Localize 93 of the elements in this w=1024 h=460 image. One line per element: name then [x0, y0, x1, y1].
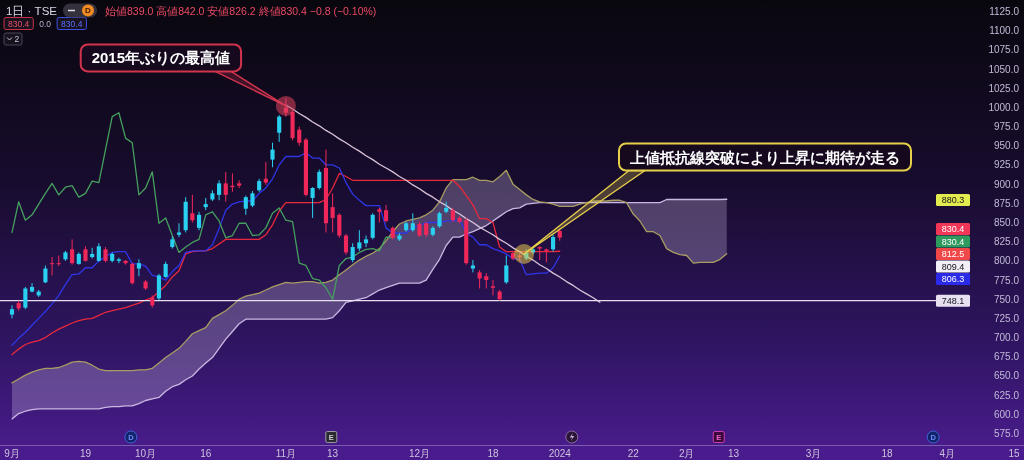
annotation: D: [85, 6, 92, 15]
candlestick: [504, 254, 509, 285]
y-tick-label: 925.0: [993, 159, 1020, 171]
candlestick: [270, 142, 275, 168]
x-tick-label: 10月: [135, 447, 157, 459]
candlestick: [237, 179, 242, 189]
x-tick-label: 3月: [805, 447, 822, 459]
candlestick: [243, 195, 248, 216]
x-tick-label: 13: [327, 447, 339, 459]
y-tick-label: 800.0: [993, 255, 1020, 267]
candlestick: [337, 212, 342, 239]
candlestick: [277, 114, 282, 143]
candlestick: [96, 242, 101, 263]
y-tick-label: 675.0: [993, 351, 1020, 363]
annotation: 2: [14, 34, 20, 44]
candlestick: [297, 126, 302, 147]
x-tick-label: 19: [79, 447, 92, 459]
y-tick-label: 700.0: [993, 332, 1020, 344]
y-tick-label: 600.0: [993, 408, 1020, 420]
annotation: 830.4: [8, 18, 30, 29]
candlestick: [190, 194, 195, 223]
candlestick: [263, 161, 268, 186]
candlestick: [23, 286, 28, 310]
x-tick-label: 9月: [4, 447, 20, 459]
annotation: 2015年ぶりの最高値: [91, 49, 231, 67]
y-tick-label: 1100.0: [989, 25, 1020, 37]
candlestick: [283, 97, 288, 118]
candlestick: [196, 211, 202, 231]
candlestick: [490, 279, 496, 296]
y-tick-label: 775.0: [993, 274, 1020, 286]
candlestick: [317, 169, 322, 191]
annotation: 880.3: [941, 195, 965, 205]
candlestick: [477, 269, 482, 289]
candlestick: [470, 259, 475, 273]
x-tick-label: 15: [1008, 447, 1020, 459]
x-tick-label: 13: [727, 447, 740, 459]
annotation: 上値抵抗線突破により上昇に期待が走る: [629, 148, 900, 166]
candlestick: [130, 261, 135, 286]
y-tick-label: 975.0: [993, 121, 1020, 133]
y-tick-label: 1025.0: [988, 82, 1020, 94]
annotation: 830.4: [61, 18, 83, 29]
candlestick: [9, 304, 15, 319]
candlestick: [350, 242, 355, 263]
candlestick: [410, 212, 415, 233]
candlestick: [136, 258, 141, 277]
x-tick-label: 22: [627, 447, 640, 459]
candlestick: [223, 171, 228, 203]
y-tick-label: 725.0: [993, 312, 1020, 324]
x-tick-label: 2024: [548, 447, 572, 459]
annotation: 806.3: [941, 274, 965, 284]
annotation: 830.4: [941, 236, 965, 247]
x-tick-label: 12月: [408, 447, 431, 459]
y-tick-label: 575.0: [993, 427, 1020, 439]
candlestick: [70, 238, 75, 266]
candlestick: [116, 257, 121, 264]
candlestick: [363, 235, 369, 248]
x-tick-label: 18: [487, 447, 499, 459]
candlestick: [343, 233, 349, 256]
candlestick: [357, 229, 362, 252]
x-tick-label: 11月: [275, 447, 297, 459]
annotation: 830.4: [941, 224, 965, 234]
ref-line-label: 748.1: [941, 295, 965, 306]
chart-title: 1日 · TSE: [6, 4, 58, 17]
candlestick: [310, 186, 315, 219]
x-tick-label: 16: [200, 447, 212, 459]
candlestick: [56, 254, 61, 267]
annotation: 809.4: [941, 261, 965, 272]
candlestick: [530, 246, 536, 255]
y-tick-label: 1000.0: [988, 101, 1020, 113]
annotation: 812.5: [941, 249, 965, 259]
text: 始値839.0 高値842.0 安値826.2 終値830.4 −0.8 (−0.10%): [104, 4, 377, 17]
y-tick-label: 1125.0: [989, 6, 1020, 18]
candlestick: [330, 192, 335, 233]
x-tick-label: 18: [881, 447, 894, 459]
candlestick: [370, 212, 375, 240]
y-tick-label: 1050.0: [988, 63, 1020, 75]
y-tick-label: 950.0: [993, 140, 1020, 152]
candlestick: [50, 256, 55, 276]
line-series: [11, 112, 394, 300]
y-tick-label: 750.0: [993, 293, 1020, 305]
candlestick: [156, 273, 162, 301]
y-tick-label: 650.0: [993, 370, 1020, 382]
y-tick-label: 625.0: [993, 389, 1020, 401]
annotation: 0.0: [39, 18, 52, 29]
y-tick-label: 825.0: [993, 236, 1020, 248]
candlestick: [217, 179, 222, 201]
candlestick: [176, 222, 182, 238]
y-tick-label: 875.0: [993, 197, 1020, 209]
y-tick-label: 850.0: [993, 217, 1020, 228]
x-tick-label: 2月: [678, 447, 695, 459]
y-tick-label: 1075.0: [988, 44, 1020, 56]
x-tick-label: 4月: [939, 447, 955, 459]
y-tick-label: 900.0: [993, 178, 1020, 190]
